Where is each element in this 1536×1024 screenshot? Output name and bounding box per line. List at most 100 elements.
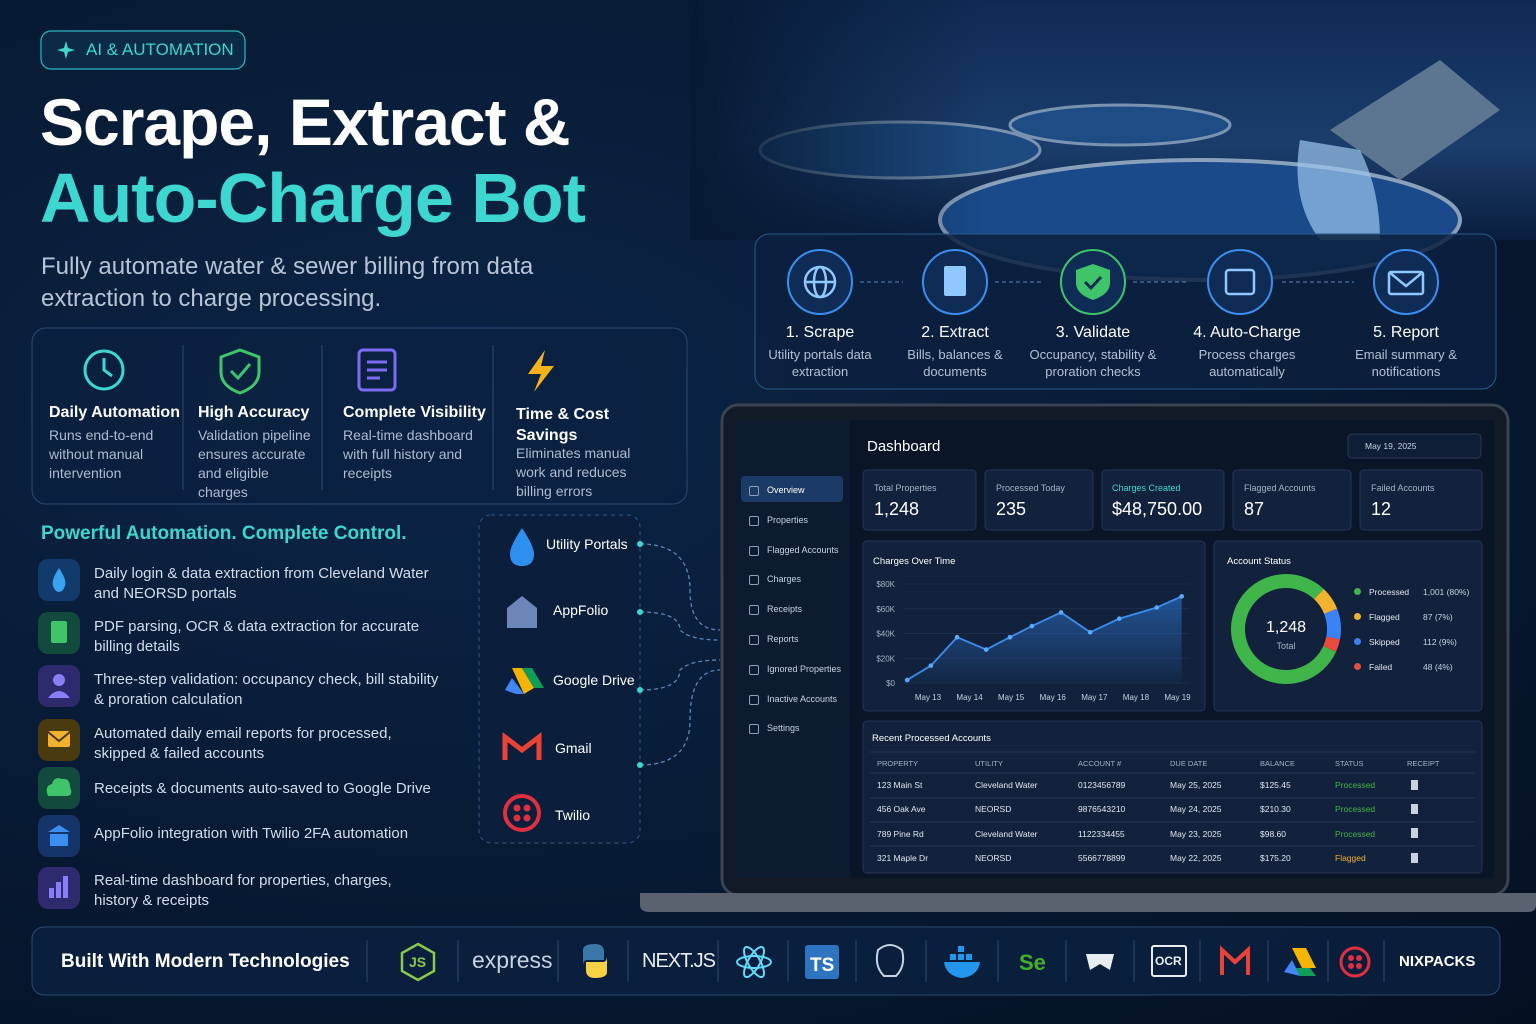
legend-name: Skipped	[1369, 637, 1400, 647]
date-text: May 19, 2025	[1365, 441, 1417, 451]
legend-value: 87 (7%)	[1423, 612, 1453, 622]
step-title: 1. Scrape	[785, 324, 855, 341]
integration: AppFolio	[553, 602, 609, 618]
capability: Receipts & documents auto-saved to Googl…	[94, 780, 431, 797]
y-tick-label: $20K	[876, 654, 895, 663]
step-text: Process charges automatically	[1198, 347, 1296, 379]
table-header: RECEIPT	[1407, 759, 1440, 768]
integration-icons	[502, 528, 544, 832]
table-cell: 9876543210	[1078, 804, 1126, 815]
nav-active	[741, 476, 843, 502]
integration: Utility Portals	[546, 536, 628, 552]
nav-item: Overview	[767, 485, 805, 495]
table-lines	[870, 751, 1475, 847]
capability: Three-step validation: occupancy check, …	[94, 671, 439, 708]
legend-value: 1,001 (80%)	[1423, 587, 1470, 597]
x-tick-label: May 19	[1164, 693, 1191, 702]
nav-item: Flagged Accounts	[767, 544, 839, 555]
table-header: UTILITY	[975, 759, 1003, 768]
stat-value: 87	[1244, 499, 1265, 519]
tech-logo: Se	[1019, 950, 1046, 975]
stat-label: Total Properties	[874, 483, 937, 493]
x-tick-label: May 15	[998, 693, 1025, 702]
badge-text: AI & AUTOMATION	[86, 40, 234, 59]
point	[983, 647, 989, 652]
table-header: DUE DATE	[1170, 759, 1208, 768]
step-text: Occupancy, stability & proration checks	[1029, 347, 1157, 379]
table-cell: 456 Oak Ave	[877, 804, 926, 815]
nav-icon	[749, 724, 759, 735]
step-text: Bills, balances & documents	[907, 347, 1003, 379]
point	[904, 677, 910, 683]
legend-swatch	[1354, 638, 1361, 645]
step-title: 4. Auto-Charge	[1193, 324, 1301, 341]
nav-item: Ignored Properties	[767, 663, 842, 674]
x-tick-label: May 14	[956, 693, 983, 702]
step-title: 2. Extract	[921, 324, 989, 341]
laptop-base	[640, 893, 1536, 912]
table-cell: May 25, 2025	[1170, 780, 1222, 790]
nav-icon	[749, 694, 759, 705]
nav-icon	[749, 635, 759, 645]
y-tick-label: $80K	[876, 580, 895, 589]
table-cell: 5566778899	[1078, 852, 1126, 863]
capability-icons	[38, 559, 80, 909]
y-tick-label: $0	[886, 679, 895, 688]
donut-center-value: 1,248	[1265, 619, 1307, 636]
y-tick-label: $60K	[876, 605, 895, 614]
feature-text: Real-time dashboard with full history an…	[343, 427, 473, 481]
tech-icons	[400, 942, 1371, 982]
feature-text: Runs end-to-end without manual intervent…	[49, 427, 154, 481]
table-cell: May 24, 2025	[1170, 804, 1222, 815]
step-text: Email summary & notifications	[1355, 347, 1457, 379]
integrations-box	[478, 514, 641, 844]
nav-icon	[749, 486, 759, 496]
capability: Real-time dashboard for properties, char…	[94, 872, 392, 909]
feature-text: Eliminates manual work and reduces billi…	[516, 445, 631, 499]
table-cell: 321 Maple Dr	[877, 852, 929, 863]
title-line1: Scrape, Extract &	[40, 85, 571, 159]
stat-value: 1,248	[874, 499, 920, 519]
nav-item: Reports	[767, 634, 799, 644]
feature-dividers	[182, 345, 494, 490]
table-cell: 123 Main St	[877, 780, 923, 790]
step-title: 5. Report	[1373, 324, 1439, 341]
tech-logo: NIXPACKS	[1399, 953, 1476, 970]
integration: Google Drive	[553, 672, 635, 688]
table-cell: 0123456789	[1078, 780, 1126, 790]
feature-icons	[83, 348, 554, 395]
nav-item: Properties	[767, 514, 809, 525]
table-header: BALANCE	[1260, 759, 1296, 768]
receipt-icons	[1411, 780, 1418, 863]
table-cell: Processed	[1335, 780, 1376, 790]
table-header: PROPERTY	[877, 759, 919, 768]
table-header: STATUS	[1335, 759, 1364, 768]
feature-title: Time & Cost Savings	[516, 406, 610, 444]
nav-item: Settings	[767, 723, 800, 734]
table-cell: NEORSD	[975, 804, 1012, 815]
feature-title: Complete Visibility	[343, 404, 486, 421]
x-tick-label: May 18	[1123, 693, 1150, 702]
legend-value: 112 (9%)	[1423, 637, 1457, 647]
step-text: Utility portals data extraction	[768, 347, 872, 379]
legend-name: Failed	[1369, 662, 1393, 672]
table-cell: Processed	[1335, 804, 1376, 815]
nav-item: Inactive Accounts	[767, 693, 838, 704]
feature-title: High Accuracy	[198, 404, 310, 421]
features-box	[31, 327, 688, 505]
table-cell: Cleveland Water	[975, 828, 1038, 839]
nav-icon	[749, 605, 759, 616]
feature-text: Validation pipeline ensures accurate and…	[198, 427, 311, 500]
table-cell: $125.45	[1260, 780, 1291, 790]
nav-icon	[749, 545, 759, 556]
donut-slice	[1324, 608, 1341, 640]
table-cell: May 22, 2025	[1170, 852, 1222, 863]
tech-title: Built With Modern Technologies	[61, 951, 350, 972]
capability: AppFolio integration with Twilio 2FA aut…	[94, 825, 409, 842]
nav-icon	[749, 575, 759, 586]
tech-logo: TS	[810, 955, 835, 976]
table-cell: May 23, 2025	[1170, 828, 1222, 839]
table-cell: $210.30	[1260, 804, 1291, 815]
table-cell: $175.20	[1260, 852, 1291, 863]
donut-chart	[1231, 574, 1341, 684]
